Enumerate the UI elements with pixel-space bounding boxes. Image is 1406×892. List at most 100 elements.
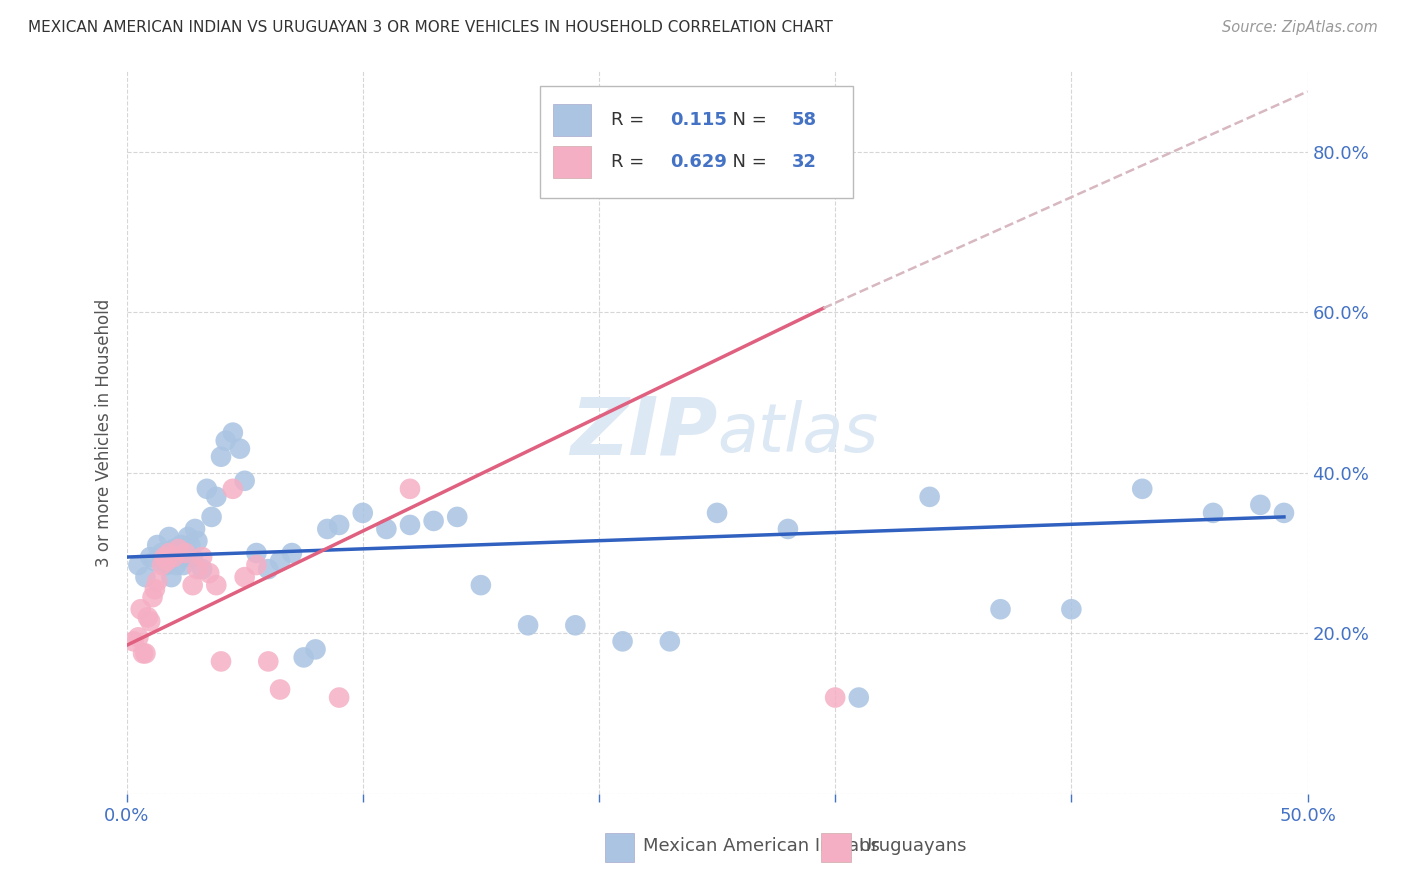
Point	[181, 578, 204, 592]
Point	[157, 530, 180, 544]
Point	[122, 634, 145, 648]
Point	[127, 558, 149, 573]
Point	[706, 506, 728, 520]
Point	[269, 554, 291, 568]
Point	[174, 546, 197, 560]
Point	[163, 541, 186, 557]
Point	[470, 578, 492, 592]
Point	[209, 450, 232, 464]
Point	[1249, 498, 1271, 512]
Point	[181, 549, 204, 565]
Point	[177, 530, 200, 544]
Point	[776, 522, 799, 536]
Point	[165, 558, 187, 573]
Point	[245, 558, 267, 573]
Point	[141, 591, 163, 605]
Point	[134, 646, 156, 660]
Point	[352, 506, 374, 520]
Point	[328, 517, 350, 532]
Point	[222, 425, 245, 440]
Point	[139, 614, 162, 628]
Point	[163, 549, 186, 565]
Point	[153, 554, 176, 568]
Point	[198, 566, 221, 580]
Text: N =: N =	[721, 111, 772, 128]
Point	[446, 510, 468, 524]
Point	[195, 482, 218, 496]
FancyBboxPatch shape	[605, 833, 634, 862]
Point	[184, 522, 207, 536]
Point	[1130, 482, 1153, 496]
Point	[399, 517, 422, 532]
Point	[399, 482, 422, 496]
Point	[134, 570, 156, 584]
Point	[139, 549, 162, 565]
Point	[292, 650, 315, 665]
Y-axis label: 3 or more Vehicles in Household: 3 or more Vehicles in Household	[94, 299, 112, 566]
Point	[160, 570, 183, 584]
Point	[281, 546, 304, 560]
Text: R =: R =	[610, 111, 650, 128]
Point	[658, 634, 681, 648]
Point	[754, 153, 776, 167]
Point	[127, 630, 149, 644]
Point	[422, 514, 444, 528]
Point	[143, 582, 166, 596]
Point	[153, 549, 176, 565]
Point	[179, 538, 201, 552]
Text: 32: 32	[792, 153, 817, 170]
Point	[316, 522, 339, 536]
Point	[146, 574, 169, 589]
Point	[186, 562, 208, 576]
Text: Source: ZipAtlas.com: Source: ZipAtlas.com	[1222, 20, 1378, 35]
Point	[257, 655, 280, 669]
Point	[156, 554, 179, 568]
Point	[229, 442, 252, 456]
Point	[918, 490, 941, 504]
Point	[157, 546, 180, 560]
Text: ZIP: ZIP	[569, 393, 717, 472]
Point	[245, 546, 267, 560]
Text: 58: 58	[792, 111, 817, 128]
Point	[200, 510, 222, 524]
FancyBboxPatch shape	[821, 833, 851, 862]
Point	[170, 538, 193, 552]
Point	[1060, 602, 1083, 616]
Point	[375, 522, 398, 536]
FancyBboxPatch shape	[553, 145, 591, 178]
Point	[215, 434, 238, 448]
Point	[129, 602, 152, 616]
Point	[304, 642, 326, 657]
Point	[209, 655, 232, 669]
Point	[191, 549, 214, 565]
Point	[205, 490, 228, 504]
Point	[328, 690, 350, 705]
Point	[517, 618, 540, 632]
Text: atlas: atlas	[717, 400, 879, 466]
Point	[186, 533, 208, 548]
Point	[172, 558, 194, 573]
Point	[136, 610, 159, 624]
Point	[990, 602, 1012, 616]
FancyBboxPatch shape	[540, 86, 853, 198]
Point	[222, 482, 245, 496]
Point	[612, 634, 634, 648]
Point	[156, 558, 179, 573]
Text: Mexican American Indians: Mexican American Indians	[643, 837, 880, 855]
Point	[174, 549, 197, 565]
Point	[146, 538, 169, 552]
Point	[1202, 506, 1225, 520]
Text: MEXICAN AMERICAN INDIAN VS URUGUAYAN 3 OR MORE VEHICLES IN HOUSEHOLD CORRELATION: MEXICAN AMERICAN INDIAN VS URUGUAYAN 3 O…	[28, 20, 832, 35]
Point	[233, 474, 256, 488]
Point	[257, 562, 280, 576]
FancyBboxPatch shape	[553, 103, 591, 136]
Point	[1272, 506, 1295, 520]
Point	[233, 570, 256, 584]
Point	[191, 562, 214, 576]
Point	[167, 541, 190, 557]
Point	[132, 646, 155, 660]
Point	[205, 578, 228, 592]
Point	[269, 682, 291, 697]
Text: Uruguayans: Uruguayans	[859, 837, 967, 855]
Point	[848, 690, 870, 705]
